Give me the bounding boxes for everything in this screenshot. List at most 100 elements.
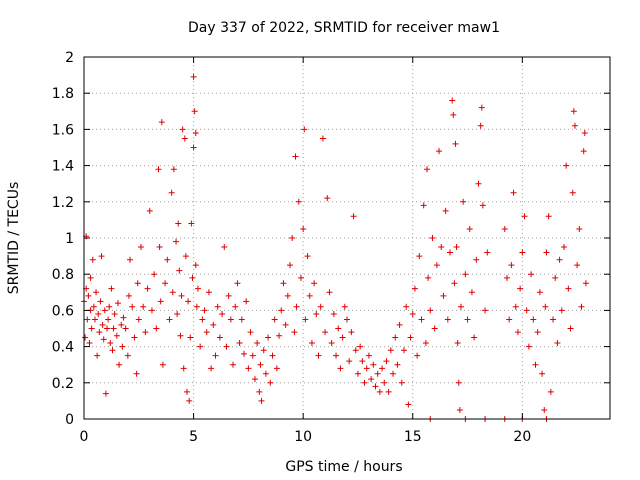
data-point <box>471 334 478 341</box>
data-point <box>346 358 353 365</box>
data-point <box>257 361 264 368</box>
data-point <box>293 303 300 310</box>
data-point <box>438 244 445 251</box>
y-tick-label: 0.2 <box>52 376 74 392</box>
data-point <box>473 256 480 263</box>
data-point <box>155 166 162 173</box>
data-point <box>451 280 458 287</box>
data-point <box>114 300 121 307</box>
data-point <box>330 311 337 318</box>
data-point <box>580 148 587 155</box>
data-point <box>287 262 294 269</box>
data-point <box>571 122 578 129</box>
data-point <box>344 316 350 323</box>
x-axis-label: GPS time / hours <box>285 459 402 475</box>
data-point <box>102 390 109 397</box>
data-point <box>539 370 546 377</box>
data-point <box>460 198 467 205</box>
data-point <box>352 347 359 354</box>
data-point <box>545 213 552 220</box>
data-point <box>178 292 185 299</box>
data-point <box>216 334 223 341</box>
data-point <box>301 126 308 133</box>
data-point <box>506 316 513 323</box>
data-point <box>292 153 299 160</box>
data-point <box>359 358 366 365</box>
data-point <box>542 303 549 310</box>
data-point <box>563 162 570 169</box>
data-point <box>444 316 451 323</box>
data-point <box>379 365 386 372</box>
data-point <box>554 339 561 346</box>
data-point <box>230 361 237 368</box>
data-point <box>311 280 318 287</box>
data-point <box>422 339 429 346</box>
data-point <box>381 379 388 386</box>
data-point <box>510 189 517 196</box>
data-point <box>449 97 456 104</box>
data-point <box>387 347 394 354</box>
data-point <box>251 376 258 383</box>
data-point <box>370 361 377 368</box>
data-point <box>452 140 459 147</box>
data-point <box>159 361 166 368</box>
data-point <box>108 285 115 292</box>
data-point <box>350 213 357 220</box>
data-point <box>151 271 158 278</box>
data-point <box>392 334 399 341</box>
data-point <box>576 225 583 232</box>
x-tick-label: 5 <box>189 429 198 445</box>
data-point <box>175 220 182 227</box>
data-point <box>125 292 132 299</box>
data-point <box>194 285 201 292</box>
data-point <box>484 249 491 256</box>
data-point <box>144 285 151 292</box>
data-point <box>96 329 103 336</box>
data-point <box>223 343 230 350</box>
data-point <box>129 303 136 310</box>
data-point <box>462 271 469 278</box>
data-point <box>429 235 436 241</box>
data-point <box>454 339 461 346</box>
data-point <box>107 339 114 346</box>
data-point <box>227 316 234 323</box>
data-point <box>315 352 322 359</box>
data-point <box>390 370 397 377</box>
data-point <box>442 207 449 214</box>
data-point <box>536 289 543 296</box>
data-point <box>192 262 199 269</box>
data-point <box>166 316 173 323</box>
data-point <box>104 325 111 332</box>
data-point <box>185 298 192 305</box>
data-point <box>376 388 383 395</box>
data-point <box>146 207 153 214</box>
data-point <box>201 307 208 314</box>
data-point <box>95 311 102 318</box>
data-point <box>341 303 348 310</box>
data-point <box>337 365 344 372</box>
data-point <box>543 249 550 256</box>
data-point <box>512 303 519 310</box>
data-point <box>324 195 331 202</box>
data-point <box>221 244 228 251</box>
y-tick-label: 1 <box>65 231 74 247</box>
data-point <box>177 332 184 339</box>
data-point <box>94 352 101 359</box>
data-point <box>187 334 194 341</box>
y-tick-label: 0.6 <box>52 303 74 319</box>
data-point <box>105 316 112 323</box>
data-point <box>508 262 515 269</box>
data-point <box>556 256 563 263</box>
data-point <box>245 365 252 372</box>
data-point <box>278 307 285 314</box>
data-point <box>131 334 138 341</box>
data-point <box>372 383 379 390</box>
data-point <box>297 274 304 281</box>
data-point <box>225 292 232 299</box>
data-point <box>304 253 311 260</box>
data-point <box>89 256 96 263</box>
data-point <box>90 303 97 310</box>
data-point <box>550 316 557 323</box>
data-point <box>93 289 100 296</box>
data-point <box>162 280 169 287</box>
